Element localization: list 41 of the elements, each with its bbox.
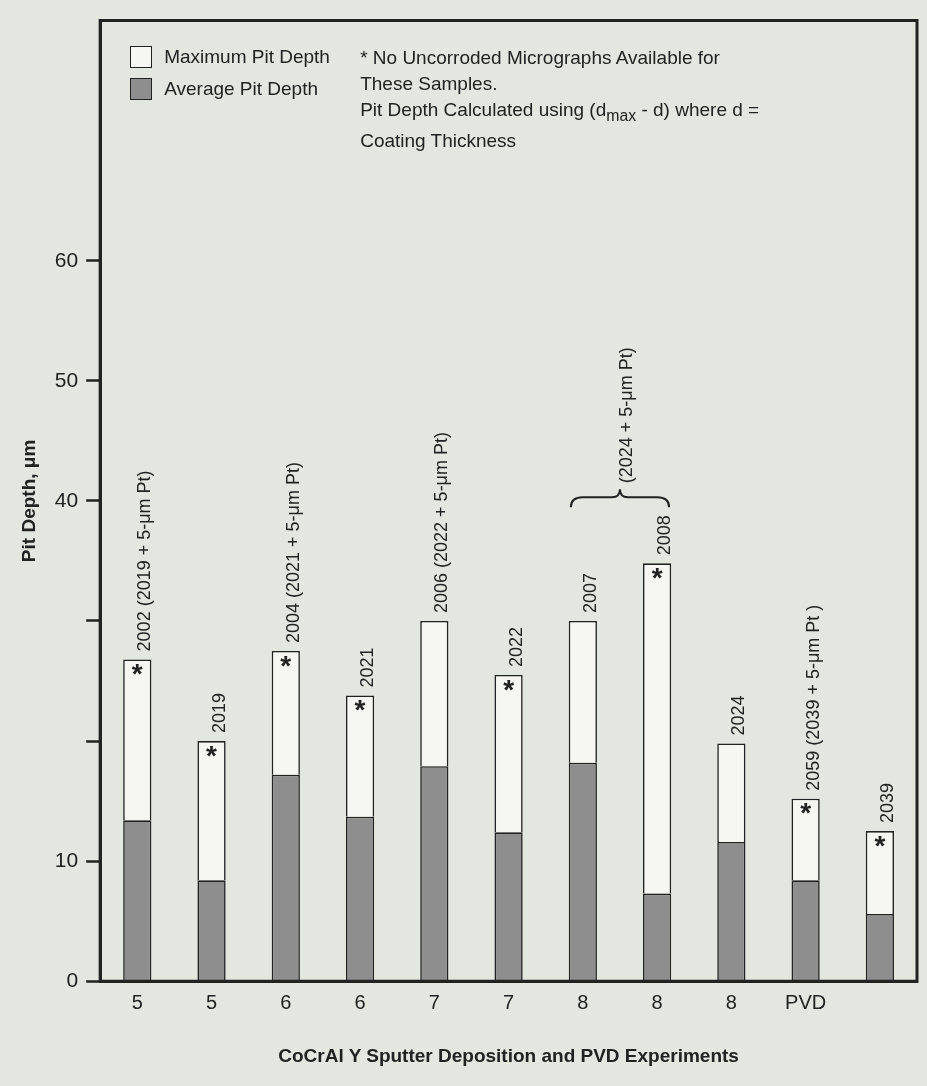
annotation: 2021 <box>357 647 378 688</box>
annotation: 2007 <box>579 572 600 613</box>
annotation: * <box>651 562 663 594</box>
annotation: * <box>874 829 886 861</box>
annotation: 2004 (2021 + 5-μm Pt) <box>282 462 303 643</box>
legend-label: Maximum Pit Depth <box>164 44 330 69</box>
annotation: (2024 + 5-μm Pt) <box>615 347 636 484</box>
annotation: * <box>280 649 292 681</box>
x-tick-label: 7 <box>428 990 440 1013</box>
x-tick-label: 7 <box>503 990 515 1013</box>
annotation: * No Uncorroded Micrographs Available for These Samples. <box>360 45 721 96</box>
x-tick-label: 5 <box>131 990 143 1013</box>
y-tick-label: 40 <box>54 487 79 511</box>
x-tick-label: 6 <box>354 990 366 1013</box>
annotation: * <box>131 658 143 690</box>
annotation: * <box>354 694 366 726</box>
x-tick-label: 8 <box>651 990 663 1013</box>
annotation: 2024 <box>728 695 749 736</box>
annotation: * <box>800 797 812 829</box>
y-tick-label: 60 <box>54 247 79 271</box>
text: Pit Depth Calculated using (d$_{max}$ - d) where d = Coating Thickness <box>360 98 760 152</box>
x-tick-label: 8 <box>577 990 589 1013</box>
annotation: 2008 <box>654 515 675 556</box>
annotation: 2059 (2039 + 5-μm Pt ) <box>802 604 823 791</box>
y-tick-label: 10 <box>54 847 79 871</box>
annotation: 2022 <box>505 626 526 668</box>
annotation: * <box>206 739 218 771</box>
y-tick-label: 0 <box>66 968 79 991</box>
annotation: 2006 (2022 + 5-μm Pt) <box>431 432 452 613</box>
x-axis-title: CoCrAl Y Sputter Deposition and PVD Experiments <box>278 1044 739 1066</box>
annotation: * <box>503 673 515 705</box>
x-tick-label: 5 <box>205 990 218 1013</box>
y-axis-title: Pit Depth, μm <box>17 439 39 563</box>
annotation: 2019 <box>208 693 229 734</box>
annotation: 2039 <box>876 783 897 824</box>
x-tick-label: 6 <box>280 990 292 1013</box>
legend-label: Average Pit Depth <box>164 76 319 101</box>
y-tick-label: 50 <box>54 367 79 391</box>
x-tick-label: PVD <box>785 990 827 1013</box>
x-tick-label: 8 <box>725 990 737 1013</box>
annotation: 2002 (2019 + 5-μm Pt) <box>134 470 155 652</box>
